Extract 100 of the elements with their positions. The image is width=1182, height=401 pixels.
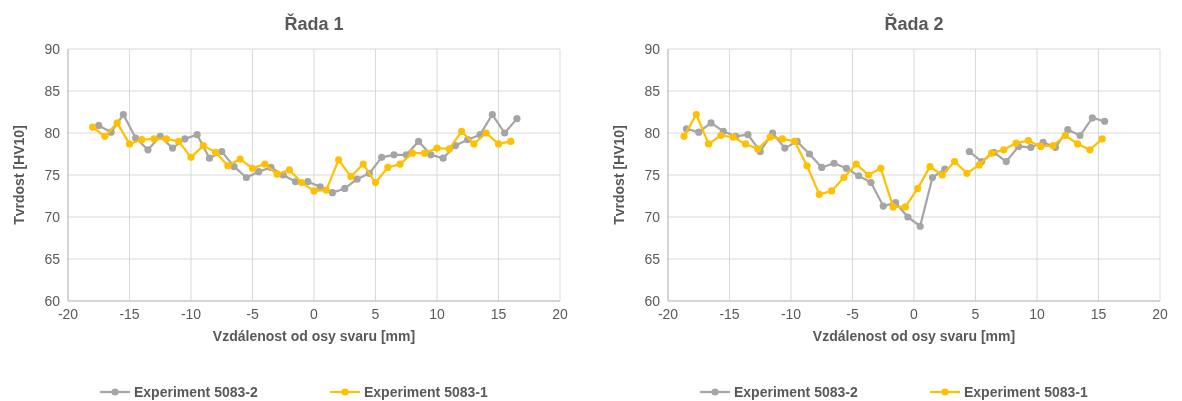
point <box>1064 126 1072 134</box>
x-tick-label: 5 <box>371 306 380 322</box>
point <box>255 168 263 176</box>
point <box>285 166 293 174</box>
point <box>384 163 392 172</box>
point <box>261 160 269 168</box>
point <box>889 203 897 211</box>
point <box>187 153 195 161</box>
point <box>1076 131 1084 140</box>
point <box>1088 114 1096 122</box>
point <box>482 129 490 137</box>
point <box>901 203 909 211</box>
point <box>840 173 848 182</box>
y-tick-label: 90 <box>44 41 61 57</box>
point <box>852 160 860 168</box>
point <box>445 145 453 153</box>
point <box>273 170 281 178</box>
y-tick-label: 75 <box>44 167 61 183</box>
legend-label: Experiment 5083-2 <box>134 384 258 400</box>
point <box>950 157 959 166</box>
point <box>494 140 503 148</box>
point <box>162 135 170 143</box>
y-tick-label: 80 <box>44 125 61 141</box>
point <box>144 146 152 154</box>
y-tick-label: 75 <box>644 167 661 183</box>
point <box>1061 131 1069 140</box>
point <box>378 153 386 161</box>
point <box>212 148 220 156</box>
point <box>390 151 398 159</box>
point <box>914 184 922 193</box>
x-tick-label: 20 <box>1152 306 1168 322</box>
y-tick-label: 70 <box>44 209 61 225</box>
x-tick-label: 15 <box>490 306 507 322</box>
point <box>1101 117 1109 125</box>
legend-label: Experiment 5083-2 <box>734 384 858 400</box>
x-axis-title: Vzdálenost od osy svaru [mm] <box>812 328 1016 344</box>
x-tick-label: -10 <box>180 306 202 322</box>
point <box>168 144 177 152</box>
chart-title: Řada 1 <box>284 13 344 34</box>
y-axis-title: Tvrdost [HV10] <box>611 125 627 225</box>
point <box>704 140 713 148</box>
y-tick-label: 60 <box>44 293 61 309</box>
point <box>304 178 312 186</box>
point <box>396 160 404 168</box>
point <box>371 178 380 187</box>
point <box>458 127 466 135</box>
point <box>916 222 924 230</box>
point <box>310 187 318 195</box>
point <box>864 171 873 179</box>
point <box>695 128 703 136</box>
point <box>692 110 700 119</box>
x-tick-label: 0 <box>310 306 319 322</box>
point <box>805 150 814 158</box>
point <box>175 137 183 145</box>
point <box>1000 146 1008 154</box>
point <box>1002 157 1010 166</box>
legend-label: Experiment 5083-1 <box>964 384 1088 400</box>
point <box>138 136 146 144</box>
x-tick-label: -20 <box>57 306 79 322</box>
point <box>842 164 850 172</box>
point <box>855 172 863 180</box>
point <box>205 154 214 162</box>
point <box>877 164 885 172</box>
point <box>680 132 688 140</box>
y-tick-label: 85 <box>644 83 661 99</box>
point <box>353 175 361 183</box>
x-tick-label: -5 <box>246 306 259 322</box>
point <box>904 213 912 221</box>
point <box>928 173 937 182</box>
y-tick-label: 65 <box>644 251 661 267</box>
point <box>119 110 127 119</box>
point <box>965 147 973 156</box>
point <box>414 137 423 145</box>
x-tick-label: 0 <box>910 306 919 322</box>
point <box>421 149 429 157</box>
point <box>815 190 823 198</box>
point <box>926 163 934 171</box>
x-tick-label: 20 <box>552 306 568 322</box>
x-tick-label: -15 <box>119 306 140 322</box>
y-tick-label: 80 <box>644 125 661 141</box>
point <box>242 173 250 182</box>
point <box>224 162 232 170</box>
point <box>408 149 416 157</box>
point <box>322 186 330 194</box>
point <box>975 161 983 169</box>
point <box>341 184 349 193</box>
chart-title: Řada 2 <box>884 13 944 34</box>
point <box>1037 142 1045 151</box>
point <box>507 137 515 145</box>
point <box>150 135 158 143</box>
point <box>359 160 367 168</box>
point <box>101 132 109 140</box>
point <box>1086 146 1094 154</box>
point <box>433 144 441 152</box>
x-tick-label: 15 <box>1090 306 1107 322</box>
point <box>827 187 836 195</box>
point <box>707 119 715 127</box>
point <box>879 202 887 210</box>
point <box>803 162 811 170</box>
point <box>818 163 826 172</box>
